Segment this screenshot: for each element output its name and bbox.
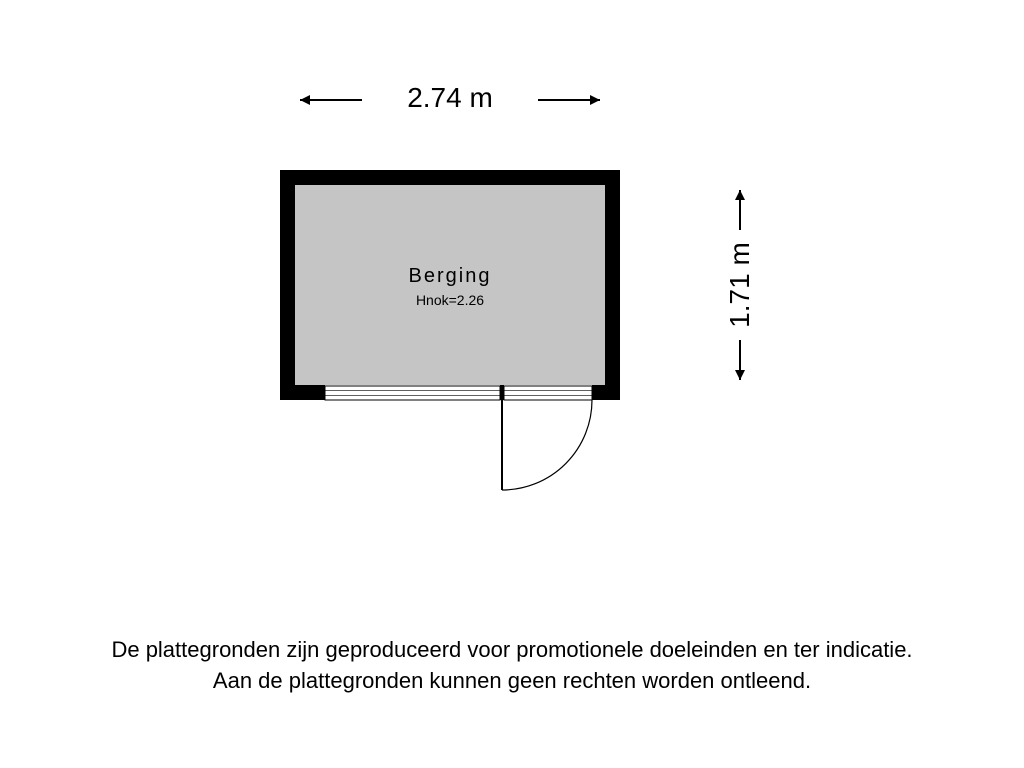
room-sub-label: Hnok=2.26 xyxy=(280,292,620,308)
room-berging: Berging Hnok=2.26 xyxy=(280,170,620,400)
disclaimer-text: De plattegronden zijn geproduceerd voor … xyxy=(0,635,1024,697)
floorplan-canvas: Berging Hnok=2.26 2.74 m 1.71 m De platt… xyxy=(0,0,1024,768)
disclaimer-line1: De plattegronden zijn geproduceerd voor … xyxy=(111,637,912,662)
dimension-height-label: 1.71 m xyxy=(724,225,756,345)
dimension-width-label: 2.74 m xyxy=(370,82,530,114)
room-name-label: Berging xyxy=(280,265,620,288)
disclaimer-line2: Aan de plattegronden kunnen geen rechten… xyxy=(213,668,811,693)
